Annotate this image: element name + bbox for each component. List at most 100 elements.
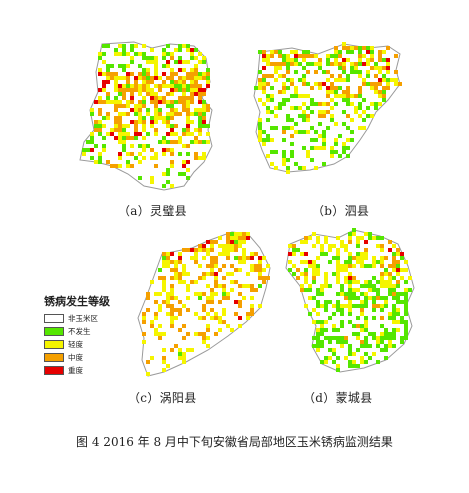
raster-cell [122, 76, 126, 80]
raster-cell [334, 138, 338, 142]
raster-cell [390, 78, 394, 82]
raster-cell [352, 256, 356, 260]
raster-cell [214, 256, 218, 260]
raster-cell [250, 284, 254, 288]
raster-cell [190, 76, 194, 80]
raster-cell [242, 236, 246, 240]
raster-cell [222, 292, 226, 296]
raster-cell [98, 112, 102, 116]
raster-cell [310, 86, 314, 90]
raster-cell [118, 156, 122, 160]
raster-cell [386, 82, 390, 86]
raster-cell [202, 108, 206, 112]
raster-cell [142, 96, 146, 100]
raster-cell [288, 244, 292, 248]
raster-cell [250, 308, 254, 312]
raster-cell [304, 240, 308, 244]
raster-cell [170, 160, 174, 164]
raster-cell [166, 140, 170, 144]
raster-cell [288, 260, 292, 264]
raster-cell [310, 102, 314, 106]
raster-cell [190, 248, 194, 252]
raster-cell [282, 154, 286, 158]
raster-cell [396, 328, 400, 332]
raster-cell [340, 320, 344, 324]
raster-cell [356, 296, 360, 300]
raster-cell [182, 324, 186, 328]
raster-cell [336, 264, 340, 268]
raster-cell [154, 164, 158, 168]
raster-cell [114, 76, 118, 80]
raster-cell [344, 296, 348, 300]
raster-cell [234, 236, 238, 240]
raster-cell [374, 82, 378, 86]
raster-cell [194, 152, 198, 156]
raster-cell [344, 292, 348, 296]
raster-cell [314, 146, 318, 150]
raster-cell [346, 98, 350, 102]
raster-cell [142, 72, 146, 76]
raster-cell [310, 126, 314, 130]
raster-cell [376, 280, 380, 284]
raster-cell [246, 272, 250, 276]
raster-cell [150, 56, 154, 60]
raster-cell [90, 132, 94, 136]
raster-cell [170, 304, 174, 308]
raster-cell [332, 328, 336, 332]
raster-cell [392, 268, 396, 272]
raster-cell [396, 252, 400, 256]
raster-cell [154, 96, 158, 100]
raster-cell [314, 62, 318, 66]
raster-cell [114, 72, 118, 76]
raster-cell [226, 296, 230, 300]
raster-cell [178, 272, 182, 276]
raster-cell [226, 272, 230, 276]
raster-cell [380, 264, 384, 268]
raster-cell [238, 236, 242, 240]
raster-cell [288, 268, 292, 272]
raster-cell [270, 50, 274, 54]
raster-cell [106, 160, 110, 164]
raster-cell [388, 264, 392, 268]
caption-c: （c）涡阳县 [128, 391, 197, 405]
raster-cell [328, 336, 332, 340]
raster-cell [378, 70, 382, 74]
raster-cell [386, 62, 390, 66]
raster-cell [338, 66, 342, 70]
raster-cell [392, 264, 396, 268]
raster-cell [226, 236, 230, 240]
raster-cell [348, 256, 352, 260]
raster-cell [166, 312, 170, 316]
raster-cell [178, 300, 182, 304]
raster-cell [166, 180, 170, 184]
raster-cell [246, 256, 250, 260]
raster-cell [218, 236, 222, 240]
raster-cell [198, 140, 202, 144]
raster-cell [298, 94, 302, 98]
raster-cell [310, 138, 314, 142]
raster-cell [294, 94, 298, 98]
raster-cell [154, 120, 158, 124]
raster-cell [376, 340, 380, 344]
raster-cell [316, 272, 320, 276]
raster-cell [206, 300, 210, 304]
raster-cell [408, 276, 412, 280]
raster-cell [348, 240, 352, 244]
raster-cell [214, 316, 218, 320]
raster-cell [162, 148, 166, 152]
raster-cell [342, 94, 346, 98]
raster-cell [342, 90, 346, 94]
raster-cell [162, 80, 166, 84]
raster-cell [344, 356, 348, 360]
raster-cell [374, 90, 378, 94]
raster-cell [178, 60, 182, 64]
raster-cell [126, 76, 130, 80]
raster-cell [346, 50, 350, 54]
raster-cell [138, 116, 142, 120]
raster-cell [242, 252, 246, 256]
raster-cell [346, 102, 350, 106]
legend-item-light: 轻度 [44, 338, 110, 350]
raster-cell [130, 92, 134, 96]
raster-cell [170, 104, 174, 108]
raster-cell [364, 264, 368, 268]
